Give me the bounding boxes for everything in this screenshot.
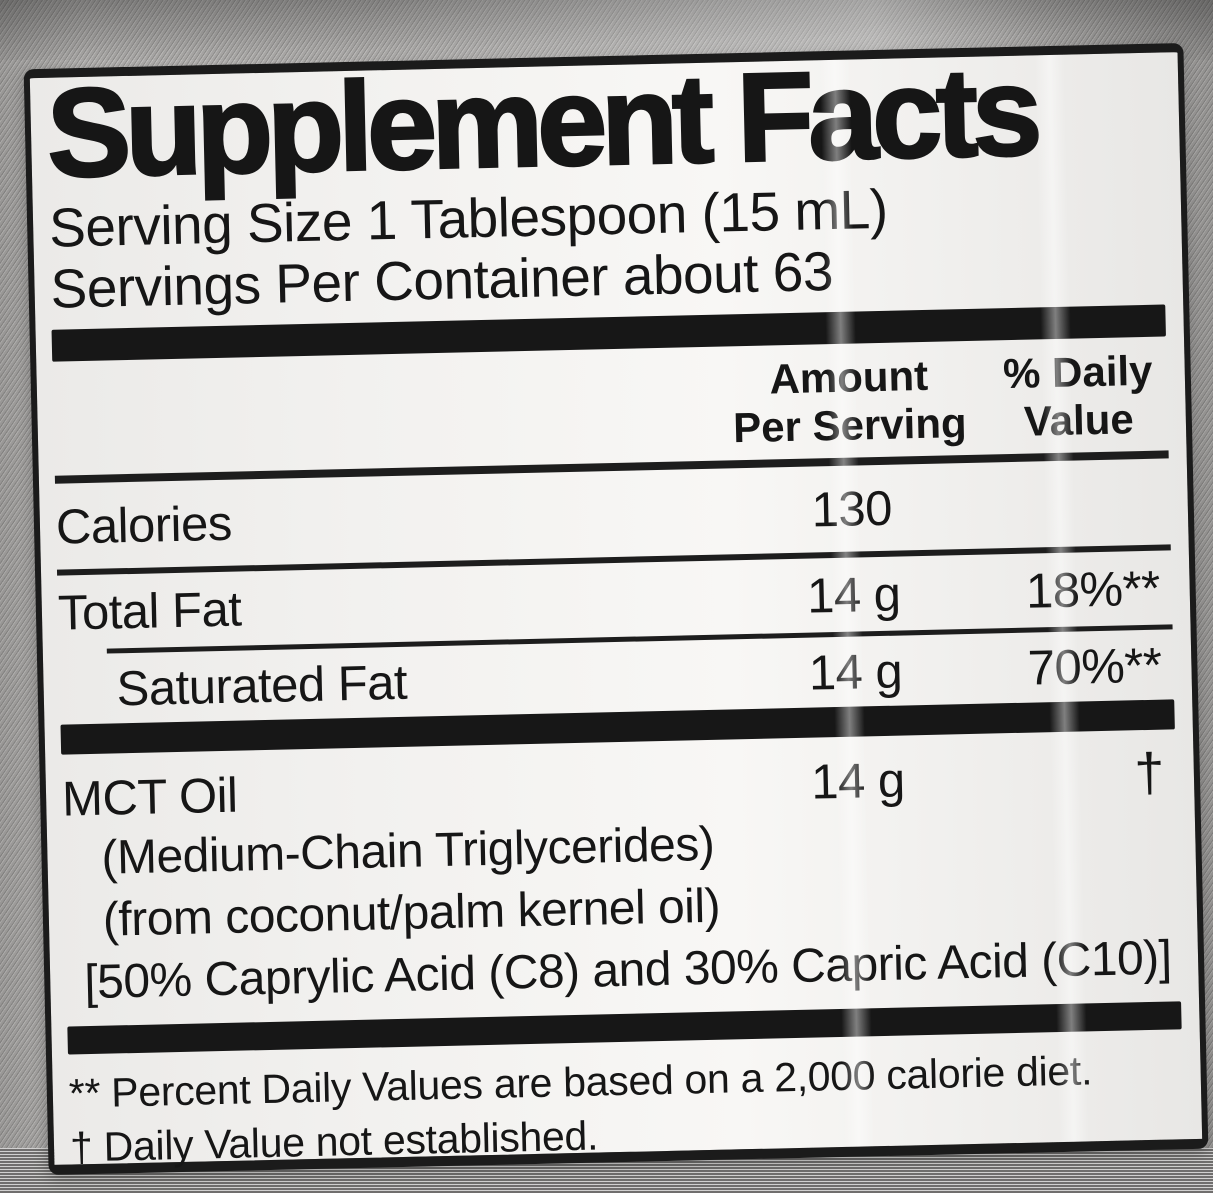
nutrient-daily-value bbox=[992, 518, 1170, 522]
nutrient-amount: 14 g bbox=[806, 567, 902, 624]
nutrient-name: Saturated Fat bbox=[116, 655, 408, 717]
supplement-facts-panel: Supplement Facts Serving Size 1 Tablespo… bbox=[23, 39, 1209, 1176]
nutrient-daily-value: 18%** bbox=[1025, 561, 1161, 619]
nutrient-amount: 130 bbox=[811, 481, 893, 538]
footnotes: ** Percent Daily Values are based on a 2… bbox=[68, 1029, 1184, 1174]
daily-value-dagger: † bbox=[1133, 742, 1165, 804]
nutrient-amount: 14 g bbox=[810, 753, 906, 810]
nutrient-daily-value: 70%** bbox=[1027, 638, 1163, 696]
daily-value-column-header: % Daily Value bbox=[1002, 346, 1153, 445]
panel-title: Supplement Facts bbox=[44, 39, 1039, 205]
nutrient-name: Calories bbox=[55, 496, 233, 555]
nutrient-amount: 14 g bbox=[808, 644, 903, 701]
nutrient-name: Total Fat bbox=[57, 582, 242, 641]
amount-column-header: Amount Per Serving bbox=[732, 351, 968, 452]
